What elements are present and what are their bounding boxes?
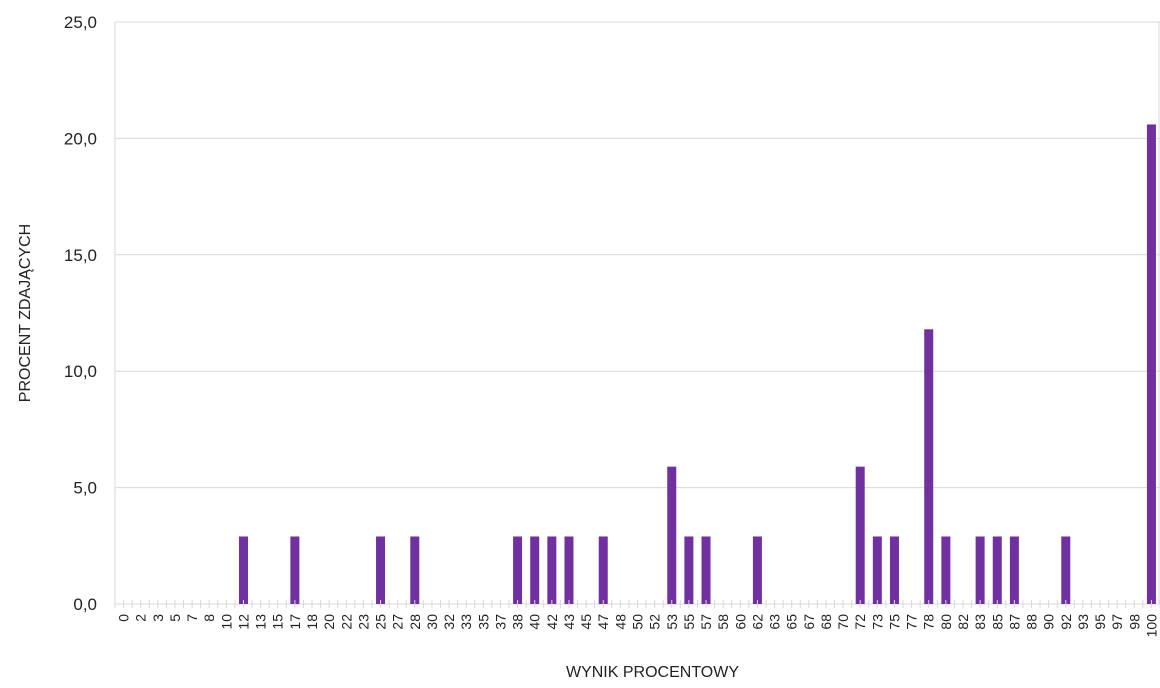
x-tick-label: 78 bbox=[921, 614, 937, 630]
bar bbox=[872, 536, 882, 604]
x-tick-label: 55 bbox=[681, 614, 697, 630]
bar bbox=[1061, 536, 1071, 604]
x-tick-label: 15 bbox=[270, 614, 286, 630]
x-tick-label: 50 bbox=[630, 614, 646, 630]
x-tick-label: 3 bbox=[150, 614, 166, 622]
x-tick-label: 67 bbox=[801, 614, 817, 630]
y-tick-label: 20,0 bbox=[64, 129, 97, 148]
x-tick-label: 47 bbox=[595, 614, 611, 630]
x-tick-label: 10 bbox=[218, 614, 234, 630]
bar bbox=[975, 536, 985, 604]
x-tick-label: 23 bbox=[355, 614, 371, 630]
x-tick-label: 63 bbox=[767, 614, 783, 630]
bar bbox=[1146, 124, 1156, 604]
x-tick-label: 60 bbox=[732, 614, 748, 630]
x-tick-label: 22 bbox=[338, 614, 354, 630]
x-axis-ticks: 0 2 3 5 7 8 10 12 13 15 17 18 20 22 23 25 27 28 30 32 33 35 37… bbox=[116, 614, 1160, 638]
x-tick-label: 53 bbox=[664, 614, 680, 630]
x-tick-label: 37 bbox=[492, 614, 508, 630]
x-tick-label: 97 bbox=[1109, 614, 1125, 630]
x-tick-label: 42 bbox=[544, 614, 560, 630]
x-tick-label: 48 bbox=[612, 614, 628, 630]
x-tick-label: 35 bbox=[475, 614, 491, 630]
x-tick-label: 100 bbox=[1143, 614, 1159, 638]
bar bbox=[701, 536, 711, 604]
bar bbox=[530, 536, 540, 604]
x-tick-label: 98 bbox=[1126, 614, 1142, 630]
x-tick-label: 87 bbox=[1006, 614, 1022, 630]
y-axis-title: PROCENT ZDAJĄCYCH bbox=[17, 224, 34, 402]
bar bbox=[941, 536, 951, 604]
bar bbox=[513, 536, 523, 604]
bar bbox=[684, 536, 694, 604]
bar bbox=[547, 536, 557, 604]
x-tick-label: 65 bbox=[784, 614, 800, 630]
x-tick-label: 80 bbox=[938, 614, 954, 630]
x-tick-label: 12 bbox=[235, 614, 251, 630]
bar bbox=[992, 536, 1002, 604]
x-tick-label: 92 bbox=[1058, 614, 1074, 630]
x-tick-label: 57 bbox=[698, 614, 714, 630]
x-tick-label: 40 bbox=[527, 614, 543, 630]
x-tick-label: 27 bbox=[390, 614, 406, 630]
x-tick-label: 32 bbox=[441, 614, 457, 630]
bar bbox=[238, 536, 248, 604]
x-tick-label: 83 bbox=[972, 614, 988, 630]
x-tick-label: 17 bbox=[287, 614, 303, 630]
x-tick-label: 75 bbox=[886, 614, 902, 630]
x-tick-label: 72 bbox=[852, 614, 868, 630]
bar bbox=[564, 536, 574, 604]
x-tick-label: 73 bbox=[869, 614, 885, 630]
bar bbox=[667, 466, 677, 604]
x-axis-minor-ticks bbox=[114, 600, 1160, 608]
bars bbox=[238, 124, 1156, 604]
x-tick-label: 33 bbox=[458, 614, 474, 630]
bar bbox=[376, 536, 386, 604]
x-tick-label: 25 bbox=[373, 614, 389, 630]
x-tick-label: 77 bbox=[904, 614, 920, 630]
y-tick-label: 5,0 bbox=[73, 479, 97, 498]
bar bbox=[290, 536, 300, 604]
x-tick-label: 85 bbox=[989, 614, 1005, 630]
x-tick-label: 0 bbox=[116, 614, 132, 622]
x-tick-label: 5 bbox=[167, 614, 183, 622]
y-tick-label: 25,0 bbox=[64, 13, 97, 32]
x-tick-label: 8 bbox=[201, 614, 217, 622]
bar bbox=[889, 536, 899, 604]
y-tick-label: 10,0 bbox=[64, 362, 97, 381]
x-tick-label: 13 bbox=[253, 614, 269, 630]
x-tick-label: 68 bbox=[818, 614, 834, 630]
x-tick-label: 95 bbox=[1092, 614, 1108, 630]
plot-area bbox=[114, 21, 1160, 605]
x-tick-label: 45 bbox=[578, 614, 594, 630]
x-tick-label: 20 bbox=[321, 614, 337, 630]
x-tick-label: 82 bbox=[955, 614, 971, 630]
x-tick-label: 7 bbox=[184, 614, 200, 622]
gridlines bbox=[115, 21, 1160, 605]
x-tick-label: 90 bbox=[1041, 614, 1057, 630]
bar bbox=[410, 536, 420, 604]
x-tick-label: 38 bbox=[510, 614, 526, 630]
x-tick-label: 43 bbox=[561, 614, 577, 630]
x-tick-label: 58 bbox=[715, 614, 731, 630]
x-tick-label: 70 bbox=[835, 614, 851, 630]
bar bbox=[598, 536, 608, 604]
x-tick-label: 2 bbox=[133, 614, 149, 622]
x-tick-label: 30 bbox=[424, 614, 440, 630]
x-axis-title: WYNIK PROCENTOWY bbox=[566, 664, 739, 681]
x-tick-label: 62 bbox=[749, 614, 765, 630]
y-tick-label: 0,0 bbox=[73, 595, 97, 614]
bar bbox=[752, 536, 762, 604]
x-tick-label: 28 bbox=[407, 614, 423, 630]
x-tick-label: 88 bbox=[1024, 614, 1040, 630]
y-tick-label: 15,0 bbox=[64, 246, 97, 265]
bar bbox=[1009, 536, 1019, 604]
y-axis-ticks: 0,0 5,0 10,0 15,0 20,0 25,0 bbox=[64, 13, 97, 614]
bar bbox=[924, 329, 934, 604]
bar bbox=[855, 466, 865, 604]
x-tick-label: 52 bbox=[647, 614, 663, 630]
x-tick-label: 18 bbox=[304, 614, 320, 630]
x-tick-label: 93 bbox=[1075, 614, 1091, 630]
